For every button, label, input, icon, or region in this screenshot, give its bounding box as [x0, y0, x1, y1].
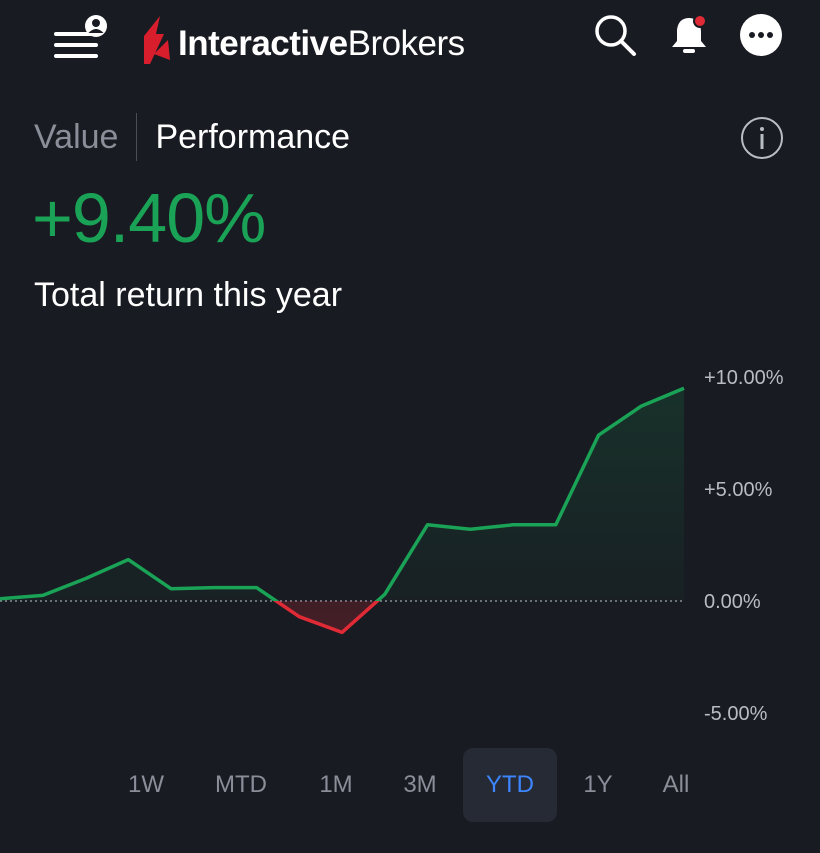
y-tick-label: +10.00% — [704, 367, 784, 389]
more-icon — [740, 14, 782, 56]
time-range-selector: 1W MTD 1M 3M YTD 1Y All — [0, 748, 820, 822]
y-tick-label: -5.00% — [704, 703, 768, 725]
menu-profile-icon — [54, 15, 107, 58]
ib-logo-icon — [144, 16, 170, 64]
search-button[interactable] — [592, 12, 638, 58]
notifications-button[interactable] — [666, 12, 712, 58]
brand-name: InteractiveBrokers — [178, 26, 465, 61]
header: InteractiveBrokers — [0, 0, 820, 90]
performance-chart: +10.00% +5.00% 0.00% -5.00% — [0, 367, 784, 725]
range-3m[interactable]: 3M — [403, 771, 437, 798]
more-button[interactable] — [738, 12, 784, 58]
brand-logo: InteractiveBrokers — [140, 10, 465, 70]
menu-button[interactable] — [52, 14, 112, 62]
total-return-caption: Total return this year — [34, 276, 343, 314]
range-ytd[interactable]: YTD — [463, 748, 557, 822]
bell-icon — [672, 14, 707, 53]
info-icon — [741, 117, 783, 159]
toggle-divider — [136, 113, 138, 161]
search-icon — [595, 15, 636, 56]
value-performance-toggle: Value Performance — [34, 112, 350, 162]
brand-name-regular: Brokers — [347, 23, 466, 63]
range-mtd[interactable]: MTD — [215, 771, 267, 798]
area-fill-positive — [0, 388, 684, 601]
y-tick-label: +5.00% — [704, 479, 773, 501]
area-fill-negative — [0, 601, 684, 633]
range-1m[interactable]: 1M — [319, 771, 353, 798]
total-return-value: +9.40% — [32, 179, 266, 257]
range-1w[interactable]: 1W — [128, 771, 164, 798]
brand-name-bold: Interactive — [178, 23, 348, 63]
series-line-negative — [273, 601, 380, 635]
toggle-performance[interactable]: Performance — [155, 118, 351, 156]
y-tick-label: 0.00% — [704, 591, 761, 613]
series-line-positive — [0, 386, 685, 601]
toggle-value[interactable]: Value — [34, 118, 119, 156]
range-1y[interactable]: 1Y — [583, 771, 613, 798]
info-button[interactable] — [740, 116, 784, 160]
ib-logo-flame — [144, 16, 164, 64]
range-all[interactable]: All — [662, 771, 690, 798]
notification-dot — [695, 16, 705, 26]
